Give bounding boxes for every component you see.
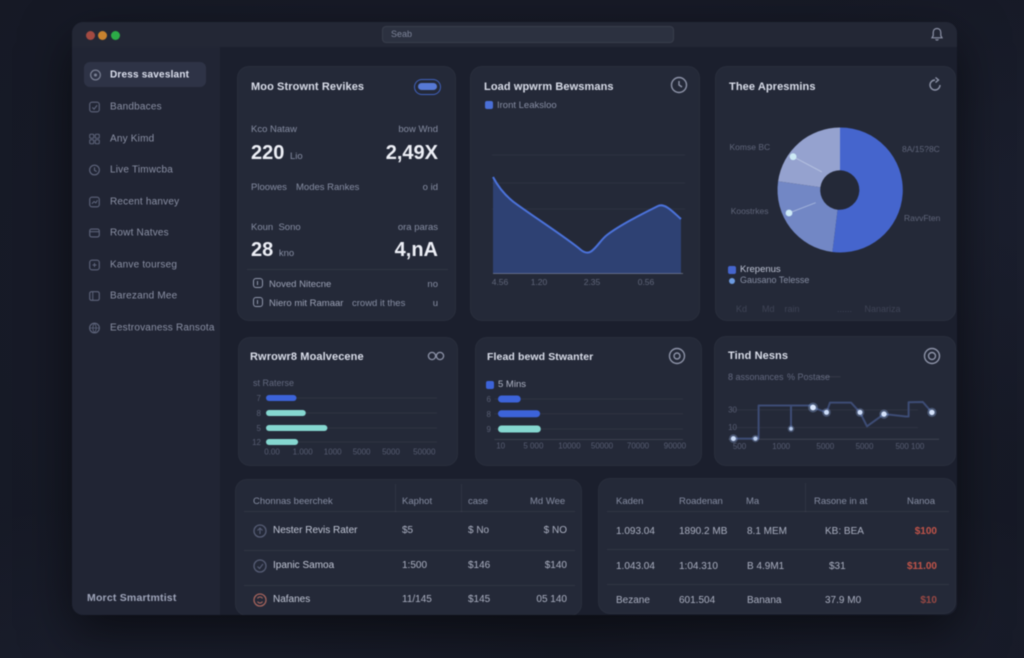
svg-text:30: 30 [728,406,737,415]
svg-text:8: 8 [257,409,262,418]
svg-text:70000: 70000 [627,442,650,451]
svg-text:2.35: 2.35 [584,277,601,287]
svg-text:50000: 50000 [413,448,436,457]
svg-text:0.56: 0.56 [638,277,655,287]
svg-text:6: 6 [487,395,492,404]
svg-text:5000: 5000 [382,448,400,457]
svg-text:5 000: 5 000 [523,442,544,451]
svg-text:10: 10 [496,442,505,451]
svg-text:12: 12 [252,438,261,447]
svg-text:1.20: 1.20 [531,277,548,287]
svg-text:5000: 5000 [816,442,834,451]
svg-text:4.56: 4.56 [492,277,509,287]
svg-text:9: 9 [487,425,492,434]
svg-text:RavvFten: RavvFten [904,213,941,223]
svg-text:1000: 1000 [772,442,790,451]
svg-text:1000: 1000 [324,448,342,457]
svg-text:5000: 5000 [856,442,874,451]
svg-text:Koostrkes: Koostrkes [731,206,769,216]
svg-text:0.00: 0.00 [264,448,280,457]
svg-text:Komse BC: Komse BC [730,142,771,152]
svg-text:8A/15?8C: 8A/15?8C [902,144,940,154]
svg-text:1.000: 1.000 [293,448,314,457]
svg-text:500: 500 [733,442,747,451]
svg-text:8: 8 [487,410,492,419]
svg-text:5: 5 [257,424,262,433]
svg-text:10000: 10000 [558,442,581,451]
svg-text:7: 7 [257,394,262,403]
svg-text:50000: 50000 [591,442,614,451]
svg-text:10: 10 [728,423,737,432]
svg-text:5000: 5000 [353,448,371,457]
svg-text:500 100: 500 100 [895,442,924,451]
svg-text:90000: 90000 [664,442,687,451]
